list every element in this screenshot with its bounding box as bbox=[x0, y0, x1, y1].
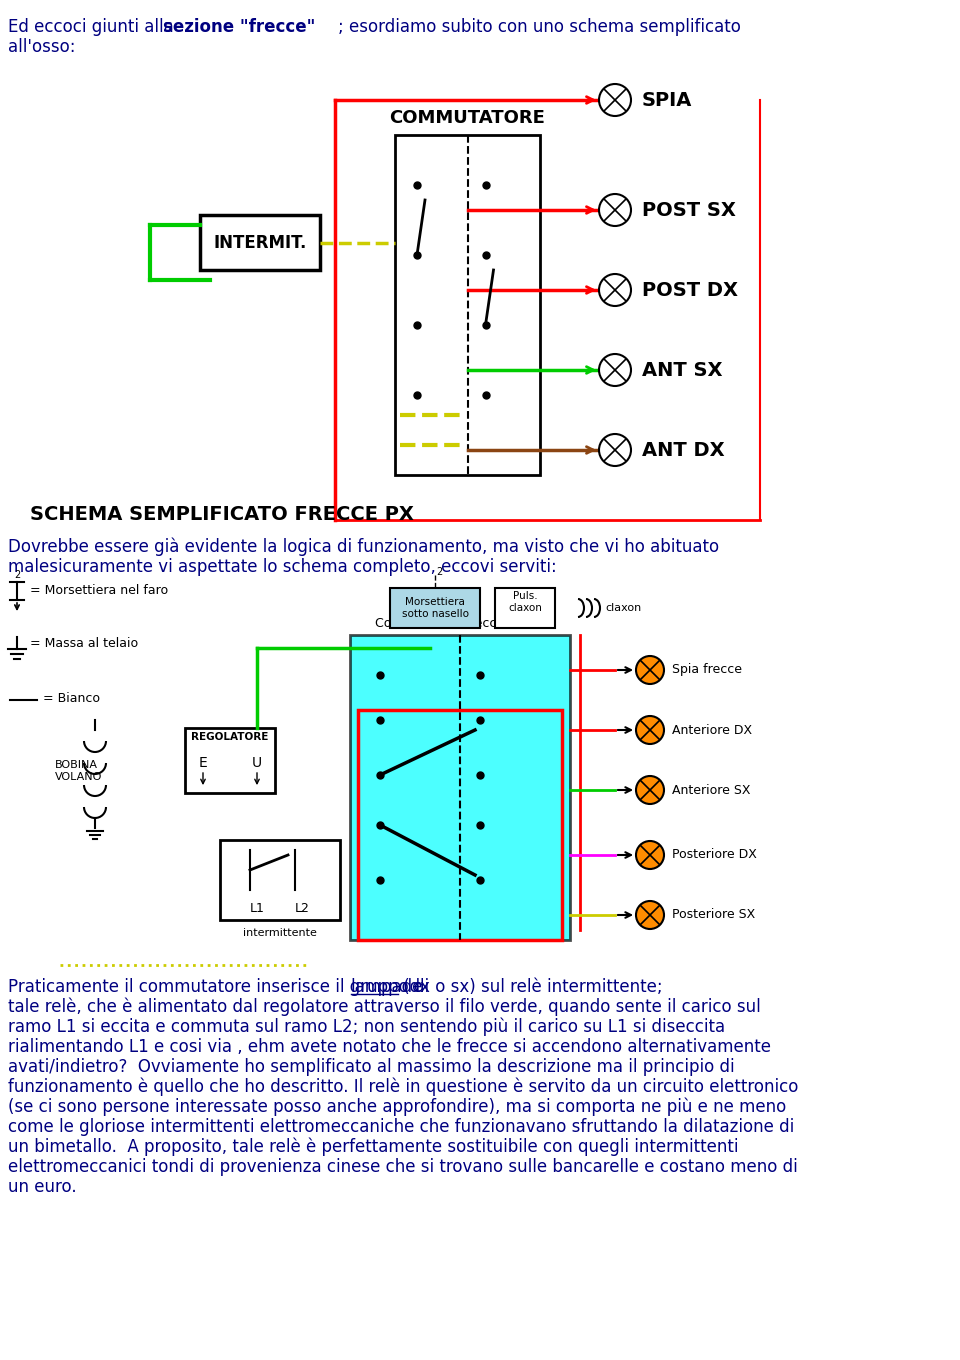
Text: L1: L1 bbox=[250, 902, 265, 915]
Circle shape bbox=[599, 273, 631, 306]
Bar bbox=[390, 588, 480, 628]
Circle shape bbox=[636, 840, 664, 869]
Circle shape bbox=[599, 194, 631, 226]
Text: L2: L2 bbox=[295, 902, 310, 915]
Text: Anteriore SX: Anteriore SX bbox=[672, 783, 751, 797]
Circle shape bbox=[636, 777, 664, 804]
Text: Puls.
claxon: Puls. claxon bbox=[508, 592, 542, 613]
Text: SPIA: SPIA bbox=[642, 91, 692, 110]
Text: claxon: claxon bbox=[605, 602, 641, 613]
Bar bbox=[358, 710, 562, 940]
Text: Commutatore frecce: Commutatore frecce bbox=[375, 617, 505, 630]
Text: 2: 2 bbox=[436, 567, 443, 577]
Text: Spia frecce: Spia frecce bbox=[672, 664, 742, 676]
Text: funzionamento è quello che ho descritto. Il relè in questione è servito da un ci: funzionamento è quello che ho descritto.… bbox=[8, 1078, 799, 1096]
Circle shape bbox=[636, 715, 664, 744]
Text: Posteriore SX: Posteriore SX bbox=[672, 908, 756, 922]
Text: malesicuramente vi aspettate lo schema completo, eccovi serviti:: malesicuramente vi aspettate lo schema c… bbox=[8, 558, 557, 577]
Text: Ed eccoci giunti alla: Ed eccoci giunti alla bbox=[8, 18, 179, 35]
Text: INTERMIT.: INTERMIT. bbox=[213, 234, 306, 252]
Text: POST DX: POST DX bbox=[642, 280, 738, 299]
Text: BOBINA
VOLANO: BOBINA VOLANO bbox=[55, 760, 103, 782]
Text: ramo L1 si eccita e commuta sul ramo L2; non sentendo più il carico su L1 si dis: ramo L1 si eccita e commuta sul ramo L2;… bbox=[8, 1019, 725, 1036]
Text: Anteriore DX: Anteriore DX bbox=[672, 724, 752, 737]
Text: 2: 2 bbox=[13, 570, 20, 579]
Text: un bimetallo.  A proposito, tale relè è perfettamente sostituibile con quegli in: un bimetallo. A proposito, tale relè è p… bbox=[8, 1138, 738, 1156]
Text: Posteriore DX: Posteriore DX bbox=[672, 849, 756, 861]
Text: REGOLATORE: REGOLATORE bbox=[191, 732, 269, 743]
Text: ANT DX: ANT DX bbox=[642, 441, 725, 460]
Bar bbox=[350, 635, 570, 940]
Text: (se ci sono persone interessate posso anche approfondire), ma si comporta ne più: (se ci sono persone interessate posso an… bbox=[8, 1098, 786, 1117]
Text: all'osso:: all'osso: bbox=[8, 38, 76, 56]
Circle shape bbox=[636, 656, 664, 684]
Bar bbox=[495, 588, 555, 628]
Text: (dx o sx) sul relè intermittente;: (dx o sx) sul relè intermittente; bbox=[397, 978, 662, 996]
Bar bbox=[220, 840, 340, 919]
Text: = Bianco: = Bianco bbox=[43, 692, 100, 704]
Text: COMMUTATORE: COMMUTATORE bbox=[390, 109, 545, 126]
Text: Dovrebbe essere già evidente la logica di funzionamento, ma visto che vi ho abit: Dovrebbe essere già evidente la logica d… bbox=[8, 539, 719, 556]
Text: ; esordiamo subito con uno schema semplificato: ; esordiamo subito con uno schema sempli… bbox=[338, 18, 741, 35]
Text: sezione "frecce": sezione "frecce" bbox=[163, 18, 316, 35]
Text: rialimentando L1 e cosi via , ehm avete notato che le frecce si accendono altern: rialimentando L1 e cosi via , ehm avete … bbox=[8, 1038, 771, 1055]
Text: E: E bbox=[199, 756, 207, 770]
Text: POST SX: POST SX bbox=[642, 200, 736, 219]
Text: elettromeccanici tondi di provenienza cinese che si trovano sulle bancarelle e c: elettromeccanici tondi di provenienza ci… bbox=[8, 1157, 798, 1176]
Text: ANT SX: ANT SX bbox=[642, 360, 723, 379]
Text: Praticamente il commutatore inserisce il gruppo di: Praticamente il commutatore inserisce il… bbox=[8, 978, 434, 996]
Text: tale relè, che è alimentato dal regolatore attraverso il filo verde, quando sent: tale relè, che è alimentato dal regolato… bbox=[8, 998, 760, 1016]
Text: U: U bbox=[252, 756, 262, 770]
Circle shape bbox=[636, 900, 664, 929]
Text: come le gloriose intermittenti elettromeccaniche che funzionavano sfruttando la : come le gloriose intermittenti elettrome… bbox=[8, 1118, 794, 1136]
Text: intermittente: intermittente bbox=[243, 928, 317, 938]
Circle shape bbox=[599, 434, 631, 466]
Text: = Massa al telaio: = Massa al telaio bbox=[30, 636, 138, 650]
Bar bbox=[395, 135, 540, 475]
Text: avati/indietro?  Ovviamente ho semplificato al massimo la descrizione ma il prin: avati/indietro? Ovviamente ho semplifica… bbox=[8, 1058, 734, 1076]
Text: SCHEMA SEMPLIFICATO FRECCE PX: SCHEMA SEMPLIFICATO FRECCE PX bbox=[30, 505, 414, 524]
Text: un euro.: un euro. bbox=[8, 1178, 77, 1195]
Text: = Morsettiera nel faro: = Morsettiera nel faro bbox=[30, 583, 168, 597]
Bar bbox=[200, 215, 320, 271]
Circle shape bbox=[599, 84, 631, 116]
Bar bbox=[185, 728, 275, 793]
Text: Morsettiera
sotto nasello: Morsettiera sotto nasello bbox=[401, 597, 468, 619]
Circle shape bbox=[599, 354, 631, 386]
Text: lampade: lampade bbox=[350, 978, 423, 996]
